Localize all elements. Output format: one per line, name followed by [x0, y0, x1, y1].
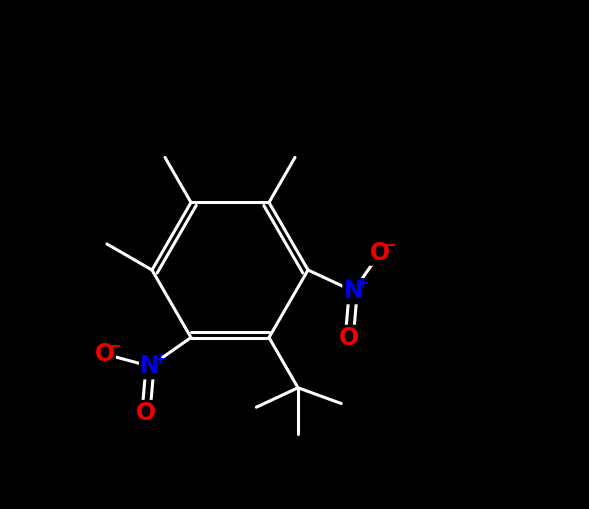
Text: O: O: [95, 342, 115, 366]
Text: N: N: [343, 279, 363, 303]
Text: N: N: [140, 354, 160, 378]
Text: −: −: [108, 340, 121, 354]
Text: O: O: [136, 401, 156, 425]
Text: +: +: [154, 352, 166, 366]
Text: +: +: [357, 276, 369, 292]
Text: O: O: [339, 326, 359, 350]
Text: O: O: [370, 241, 391, 265]
Text: −: −: [384, 238, 396, 253]
